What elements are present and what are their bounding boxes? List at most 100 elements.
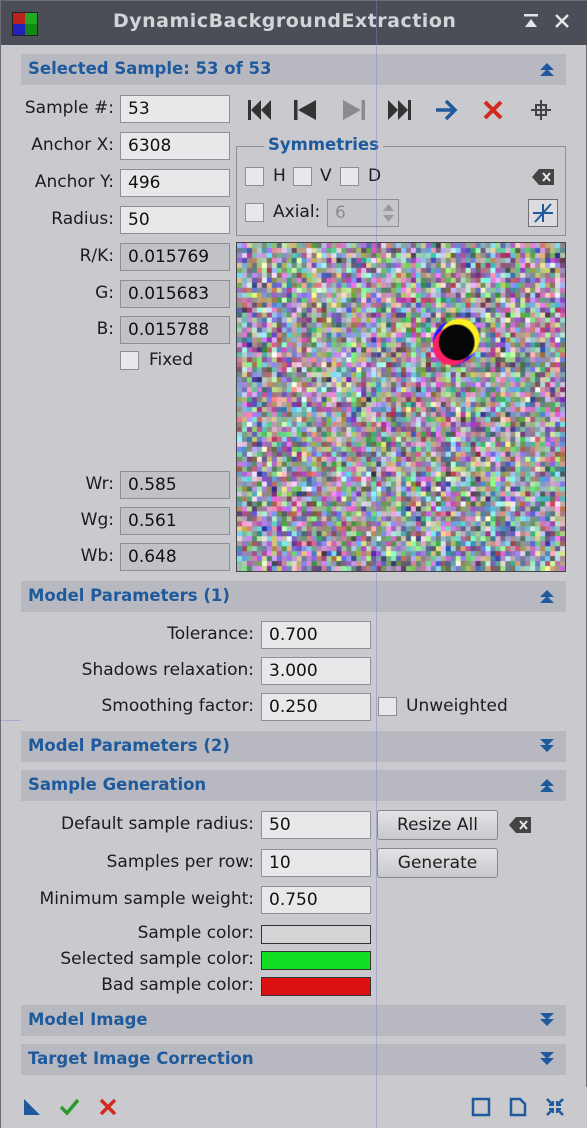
collapse-icon[interactable]	[538, 60, 556, 78]
cancel-x-icon[interactable]	[97, 1096, 119, 1118]
window-title: DynamicBackgroundExtraction	[113, 10, 457, 32]
guide-line	[1, 720, 21, 721]
show-symmetries-button[interactable]	[528, 199, 558, 227]
sample-color-swatch[interactable]	[261, 925, 371, 944]
unweighted-checkbox[interactable]	[378, 697, 397, 716]
wg-label: Wg:	[80, 510, 114, 530]
anchor-y-label: Anchor Y:	[34, 172, 114, 192]
b-label: B:	[96, 319, 114, 339]
expand-icon[interactable]	[538, 1050, 556, 1068]
section-model-parameters-1[interactable]: Model Parameters (1)	[21, 581, 566, 612]
axial-spinbox: 6	[327, 199, 399, 227]
section-target-image-correction[interactable]: Target Image Correction	[21, 1044, 566, 1075]
section-selected-sample-title: Selected Sample: 53 of 53	[28, 59, 272, 78]
sample-color-label: Sample color:	[137, 923, 254, 943]
selected-sample-color-swatch[interactable]	[261, 951, 371, 970]
rk-value: 0.015769	[120, 243, 230, 271]
radius-field[interactable]: 50	[120, 206, 230, 234]
minimum-sample-weight-field[interactable]: 0.750	[261, 886, 371, 914]
wg-value: 0.561	[120, 507, 230, 535]
anchor-x-label: Anchor X:	[31, 135, 114, 155]
shadows-relaxation-label: Shadows relaxation:	[81, 660, 254, 680]
bottom-toolbar	[1, 1087, 587, 1128]
symmetry-d-checkbox[interactable]	[340, 167, 359, 186]
collapse-icon[interactable]	[538, 587, 556, 605]
b-value: 0.015788	[120, 316, 230, 344]
symmetry-lines-icon	[533, 203, 553, 223]
fixed-checkbox[interactable]	[120, 351, 139, 370]
shadows-relaxation-field[interactable]: 3.000	[261, 657, 371, 685]
samples-per-row-label: Samples per row:	[106, 852, 254, 872]
bad-sample-color-swatch[interactable]	[261, 977, 371, 996]
apply-check-icon[interactable]	[58, 1096, 80, 1118]
radius-label: Radius:	[51, 209, 114, 229]
spin-arrows-icon	[383, 204, 394, 222]
axial-label: Axial:	[273, 202, 321, 222]
section-target-image-correction-title: Target Image Correction	[28, 1049, 254, 1068]
document-icon[interactable]	[507, 1096, 529, 1118]
section-selected-sample[interactable]: Selected Sample: 53 of 53	[21, 54, 566, 85]
generate-button[interactable]: Generate	[377, 848, 498, 878]
axial-checkbox[interactable]	[245, 203, 264, 222]
anchor-x-field[interactable]: 6308	[120, 132, 230, 160]
crosshair-icon[interactable]	[529, 98, 553, 122]
smoothing-factor-field[interactable]: 0.250	[261, 693, 371, 721]
g-value: 0.015683	[120, 280, 230, 308]
symmetry-h-checkbox[interactable]	[245, 167, 264, 186]
first-sample-icon[interactable]	[246, 98, 273, 122]
last-sample-icon[interactable]	[386, 98, 413, 122]
clear-samples-icon[interactable]	[508, 816, 532, 834]
collapse-icon[interactable]	[538, 776, 556, 794]
section-model-parameters-2[interactable]: Model Parameters (2)	[21, 731, 566, 762]
delete-sample-icon[interactable]	[481, 98, 505, 122]
sample-number-label: Sample #:	[24, 98, 114, 118]
tolerance-label: Tolerance:	[167, 624, 254, 644]
section-model-parameters-1-title: Model Parameters (1)	[28, 586, 230, 605]
selected-sample-color-label: Selected sample color:	[60, 949, 254, 969]
next-sample-icon	[343, 100, 365, 120]
symmetries-group	[236, 146, 566, 236]
section-model-image-title: Model Image	[28, 1010, 148, 1029]
smoothing-factor-label: Smoothing factor:	[101, 696, 254, 716]
title-bar[interactable]: DynamicBackgroundExtraction	[1, 1, 587, 45]
tolerance-field[interactable]: 0.700	[261, 621, 371, 649]
symmetry-v-checkbox[interactable]	[293, 167, 312, 186]
symmetries-title: Symmetries	[264, 135, 383, 154]
g-label: G:	[95, 283, 114, 303]
clear-symmetries-icon[interactable]	[531, 168, 555, 186]
default-sample-radius-label: Default sample radius:	[60, 814, 254, 834]
app-icon	[12, 12, 38, 36]
shade-window-button[interactable]	[520, 11, 542, 35]
guide-line	[376, 1, 377, 1128]
symmetry-v-label: V	[320, 166, 332, 186]
arrow-right-icon[interactable]	[434, 98, 460, 122]
previous-sample-icon[interactable]	[292, 98, 318, 122]
wr-label: Wr:	[85, 474, 114, 494]
rk-label: R/K:	[79, 246, 114, 266]
minimum-sample-weight-label: Minimum sample weight:	[39, 889, 254, 909]
reset-arrows-icon[interactable]	[544, 1096, 566, 1118]
resize-all-button[interactable]: Resize All	[377, 810, 498, 840]
section-sample-generation-title: Sample Generation	[28, 775, 207, 794]
fixed-label: Fixed	[149, 350, 194, 370]
expand-icon[interactable]	[538, 1011, 556, 1029]
new-instance-icon[interactable]	[21, 1096, 43, 1118]
symmetry-h-label: H	[273, 166, 286, 186]
wr-value: 0.585	[120, 471, 230, 499]
expand-icon[interactable]	[538, 737, 556, 755]
anchor-y-field[interactable]: 496	[120, 169, 230, 197]
section-sample-generation[interactable]: Sample Generation	[21, 770, 566, 801]
sample-number-field[interactable]: 53	[120, 95, 230, 123]
unweighted-label: Unweighted	[406, 696, 508, 716]
wb-label: Wb:	[80, 546, 114, 566]
wb-value: 0.648	[120, 543, 230, 571]
symmetry-d-label: D	[368, 166, 382, 186]
sample-preview-image	[236, 242, 566, 572]
preview-square-icon[interactable]	[470, 1096, 492, 1118]
default-sample-radius-field[interactable]: 50	[261, 811, 371, 839]
section-model-image[interactable]: Model Image	[21, 1005, 566, 1036]
close-window-button[interactable]	[551, 11, 573, 35]
bad-sample-color-label: Bad sample color:	[101, 975, 254, 995]
samples-per-row-field[interactable]: 10	[261, 849, 371, 877]
